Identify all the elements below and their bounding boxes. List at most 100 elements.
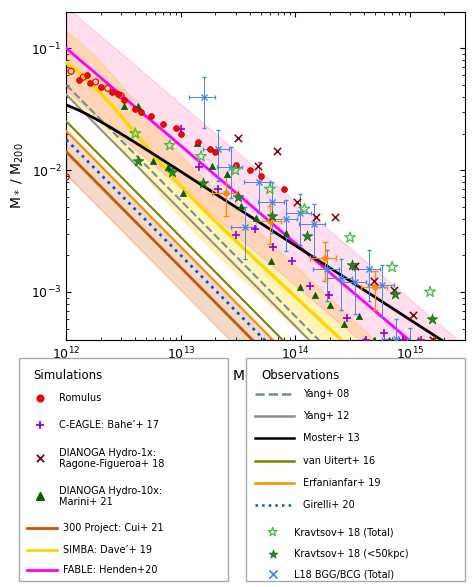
Point bbox=[311, 290, 319, 299]
Point bbox=[196, 162, 203, 171]
Point bbox=[254, 161, 261, 171]
Point bbox=[301, 204, 308, 214]
Point bbox=[297, 282, 304, 292]
Text: Yang+ 08: Yang+ 08 bbox=[303, 389, 349, 399]
Point bbox=[214, 184, 222, 194]
Point bbox=[211, 148, 219, 157]
Point bbox=[149, 156, 157, 165]
Point bbox=[63, 172, 70, 181]
Point bbox=[108, 87, 116, 96]
Point bbox=[120, 95, 128, 104]
Point bbox=[177, 129, 185, 138]
Point bbox=[233, 230, 240, 239]
Point bbox=[388, 262, 396, 272]
Point bbox=[206, 144, 214, 153]
Y-axis label: M$_*$ / M$_{200}$: M$_*$ / M$_{200}$ bbox=[9, 143, 26, 210]
Point bbox=[251, 224, 259, 234]
Point bbox=[36, 420, 44, 430]
Point bbox=[36, 454, 44, 463]
Point bbox=[385, 336, 392, 345]
Point bbox=[200, 178, 207, 188]
Point bbox=[232, 160, 239, 170]
Point bbox=[166, 141, 173, 150]
Point bbox=[293, 198, 301, 207]
Point bbox=[131, 129, 139, 138]
Text: Romulus: Romulus bbox=[59, 393, 101, 403]
Point bbox=[76, 75, 83, 85]
Point bbox=[232, 166, 239, 175]
Point bbox=[356, 311, 363, 321]
Point bbox=[426, 287, 434, 296]
Point bbox=[307, 281, 314, 291]
Point bbox=[223, 169, 230, 178]
Point bbox=[370, 336, 378, 345]
Point bbox=[390, 285, 398, 295]
Point bbox=[428, 314, 436, 323]
Point bbox=[400, 336, 407, 345]
Point bbox=[332, 212, 339, 222]
Text: Yang+ 12: Yang+ 12 bbox=[303, 411, 349, 421]
Point bbox=[325, 290, 333, 299]
Point bbox=[349, 260, 356, 269]
Text: C-EAGLE: Bahe’+ 17: C-EAGLE: Bahe’+ 17 bbox=[59, 420, 159, 430]
Point bbox=[83, 70, 91, 80]
Point bbox=[147, 111, 155, 120]
Point bbox=[194, 137, 201, 147]
Point bbox=[270, 242, 277, 252]
Point bbox=[120, 101, 128, 110]
Point bbox=[246, 166, 254, 175]
Point bbox=[179, 188, 186, 197]
Point bbox=[234, 193, 242, 202]
Point bbox=[282, 228, 289, 238]
Text: SIMBA: Dave’+ 19: SIMBA: Dave’+ 19 bbox=[63, 545, 152, 555]
Text: FABLE: Henden+20: FABLE: Henden+20 bbox=[63, 565, 157, 575]
Point bbox=[269, 570, 276, 579]
Text: Girelli+ 20: Girelli+ 20 bbox=[303, 500, 355, 510]
Point bbox=[36, 492, 44, 501]
Point bbox=[410, 311, 417, 320]
Text: Simulations: Simulations bbox=[34, 369, 103, 382]
Point bbox=[303, 231, 310, 241]
Point bbox=[326, 300, 334, 309]
Point bbox=[92, 77, 100, 87]
Point bbox=[137, 107, 145, 117]
Text: L18 BGG/BCG (Total): L18 BGG/BCG (Total) bbox=[294, 569, 394, 579]
Point bbox=[391, 289, 398, 299]
Text: DIANOGA Hydro-1x:
Ragone-Figueroa+ 18: DIANOGA Hydro-1x: Ragone-Figueroa+ 18 bbox=[59, 448, 164, 469]
Point bbox=[97, 83, 105, 92]
Text: van Uitert+ 16: van Uitert+ 16 bbox=[303, 456, 375, 465]
Text: Observations: Observations bbox=[262, 369, 340, 382]
Text: 300 Project: Cui+ 21: 300 Project: Cui+ 21 bbox=[63, 522, 164, 532]
X-axis label: M$_{200}$ [M$_{\odot}$]: M$_{200}$ [M$_{\odot}$] bbox=[231, 367, 300, 384]
Point bbox=[381, 328, 388, 338]
Point bbox=[429, 336, 437, 345]
Point bbox=[288, 256, 296, 265]
Point bbox=[414, 336, 422, 345]
Point bbox=[86, 78, 93, 87]
Point bbox=[208, 161, 216, 171]
Point bbox=[429, 336, 437, 345]
Point bbox=[418, 336, 425, 345]
Point bbox=[131, 104, 139, 113]
Point bbox=[399, 336, 407, 345]
Point bbox=[371, 276, 378, 286]
Point bbox=[273, 146, 281, 156]
Point bbox=[237, 202, 245, 211]
Point bbox=[164, 162, 172, 171]
Point bbox=[269, 211, 276, 221]
Point bbox=[341, 319, 348, 329]
Point bbox=[344, 313, 351, 323]
Point bbox=[252, 213, 260, 222]
Point bbox=[269, 527, 276, 537]
Text: Kravtsov+ 18 (Total): Kravtsov+ 18 (Total) bbox=[294, 527, 394, 537]
Text: Erfanianfar+ 19: Erfanianfar+ 19 bbox=[303, 478, 381, 488]
Point bbox=[134, 156, 142, 166]
Point bbox=[168, 168, 176, 177]
Point bbox=[257, 171, 264, 180]
Point bbox=[36, 393, 44, 403]
Point bbox=[177, 125, 185, 134]
Point bbox=[135, 102, 142, 111]
Point bbox=[197, 151, 205, 161]
Point bbox=[267, 256, 274, 265]
Point bbox=[269, 549, 276, 559]
